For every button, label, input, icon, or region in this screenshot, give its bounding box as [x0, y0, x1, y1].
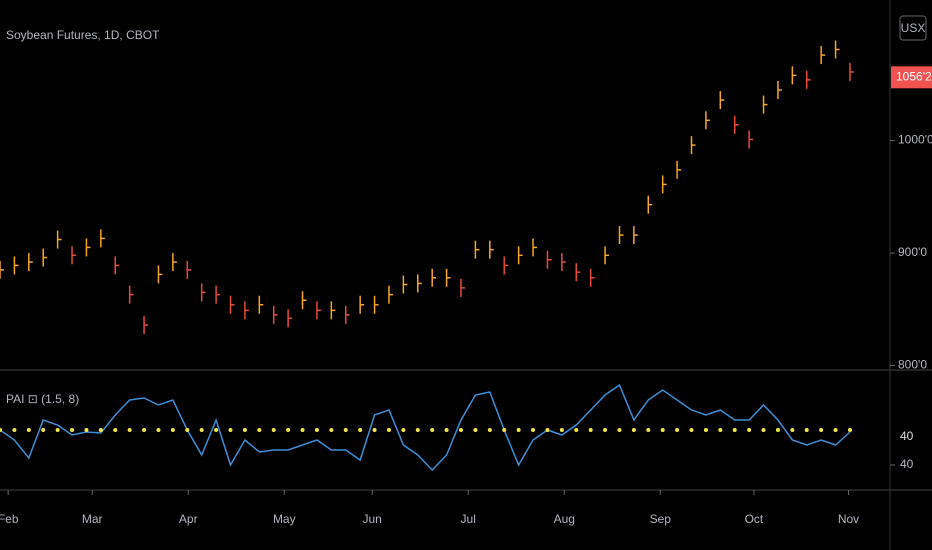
- level-dot: [847, 428, 852, 432]
- level-dot: [502, 428, 507, 432]
- level-dot: [718, 428, 723, 432]
- level-dot: [401, 428, 406, 432]
- level-dot: [646, 428, 651, 432]
- y-tick-label: 800'0: [898, 358, 927, 372]
- level-dot: [185, 428, 190, 432]
- level-dot: [819, 428, 824, 432]
- indicator-title: PAI ⊡ (1.5, 8): [6, 392, 79, 406]
- level-dot: [732, 428, 737, 432]
- level-dot: [257, 428, 262, 432]
- level-dot: [41, 428, 46, 432]
- level-dot: [430, 428, 435, 432]
- level-dot: [703, 428, 708, 432]
- level-dot: [170, 428, 175, 432]
- level-dot: [487, 428, 492, 432]
- level-dot: [444, 428, 449, 432]
- chart-title: Soybean Futures, 1D, CBOT: [6, 28, 160, 42]
- level-dot: [804, 428, 809, 432]
- y-tick-label: 40: [900, 457, 914, 471]
- level-dot: [531, 428, 536, 432]
- last-value-label: 40: [900, 429, 914, 443]
- level-dot: [559, 428, 564, 432]
- level-dot: [214, 428, 219, 432]
- y-tick-label: 900'0: [898, 245, 927, 259]
- level-dot: [386, 428, 391, 432]
- level-dot: [459, 428, 463, 432]
- level-dot: [588, 428, 593, 432]
- level-dot: [747, 428, 752, 432]
- level-dot: [358, 428, 363, 432]
- level-dot: [675, 428, 680, 432]
- level-dot: [98, 428, 103, 432]
- level-dot: [761, 428, 766, 432]
- level-dot: [372, 428, 377, 432]
- x-tick-label: Oct: [745, 512, 764, 526]
- level-dot: [286, 428, 291, 432]
- x-tick-label: Jun: [362, 512, 381, 526]
- level-dot: [329, 428, 334, 432]
- level-dot: [343, 428, 348, 432]
- level-dot: [300, 428, 305, 432]
- x-tick-label: Jul: [461, 512, 476, 526]
- level-dot: [603, 428, 608, 432]
- x-tick-label: Nov: [838, 512, 859, 526]
- level-dot: [689, 428, 694, 432]
- x-tick-label: Sep: [650, 512, 672, 526]
- x-tick-label: Apr: [179, 512, 198, 526]
- level-dot: [473, 428, 478, 432]
- level-dot: [199, 428, 204, 432]
- currency[interactable]: USX: [901, 21, 926, 35]
- level-dot: [55, 428, 60, 432]
- level-dot: [516, 428, 521, 432]
- level-dot: [574, 428, 579, 432]
- level-dot: [142, 428, 147, 432]
- x-tick-label: May: [273, 512, 296, 526]
- level-dot: [127, 428, 132, 432]
- level-dot: [113, 428, 118, 432]
- currency-box[interactable]: [899, 15, 927, 41]
- level-dot: [660, 428, 665, 432]
- indicator-line: [0, 383, 851, 472]
- y-tick-label: 1000'0: [898, 133, 932, 147]
- last-price-label: 1056'2: [896, 69, 932, 83]
- level-dot: [156, 428, 161, 432]
- level-dot: [271, 428, 276, 432]
- level-dot: [775, 428, 780, 432]
- level-dot: [0, 428, 2, 432]
- level-dot: [415, 428, 420, 432]
- x-tick-label: Feb: [0, 512, 19, 526]
- level-dot: [617, 428, 622, 432]
- level-dot: [70, 428, 75, 432]
- level-dot: [314, 428, 319, 432]
- level-dot: [545, 428, 550, 432]
- level-dot: [833, 428, 838, 432]
- level-dot: [12, 428, 17, 432]
- x-tick-label: Mar: [82, 512, 103, 526]
- level-dot: [26, 428, 31, 432]
- level-dot: [631, 428, 636, 432]
- level-dot: [790, 428, 795, 432]
- last-price-box: [891, 66, 932, 89]
- level-dot: [228, 428, 233, 432]
- x-tick-label: Aug: [554, 512, 575, 526]
- level-dot: [84, 428, 89, 432]
- level-dot: [242, 428, 247, 432]
